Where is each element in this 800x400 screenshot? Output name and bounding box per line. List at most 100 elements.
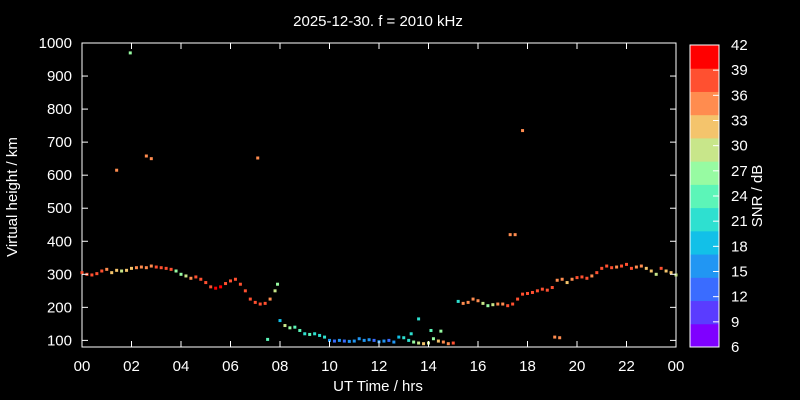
data-point xyxy=(323,335,327,339)
colorbar-tick-label: 6 xyxy=(731,339,739,356)
data-point xyxy=(110,271,114,275)
data-point xyxy=(209,285,213,289)
colorbar-tick-label: 39 xyxy=(731,62,748,79)
colorbar-cell xyxy=(690,137,719,162)
data-point xyxy=(199,277,203,281)
data-point xyxy=(417,341,421,345)
data-point xyxy=(164,266,168,270)
data-point xyxy=(367,338,371,342)
data-point xyxy=(229,279,232,283)
data-point xyxy=(154,265,158,269)
x-tick-label: 14 xyxy=(420,358,437,375)
data-point xyxy=(120,269,124,273)
data-point xyxy=(585,276,589,280)
data-point xyxy=(308,332,312,336)
colorbar: 6 9 12 15 18 21 24 27 30 33 36 39 42 SNR / dB xyxy=(689,37,766,356)
data-point xyxy=(629,266,633,270)
colorbar-cell xyxy=(690,230,719,255)
data-point xyxy=(481,301,485,305)
data-point xyxy=(293,325,297,329)
colorbar-cell xyxy=(690,114,719,139)
data-point xyxy=(644,266,648,270)
colorbar-cell xyxy=(690,91,719,116)
data-point xyxy=(214,286,218,290)
data-point xyxy=(526,291,529,295)
data-point xyxy=(238,282,242,286)
data-point xyxy=(184,274,188,278)
data-point xyxy=(516,297,520,301)
data-point xyxy=(486,304,490,308)
chart-title: 2025-12-30. f = 2010 kHz xyxy=(293,13,463,30)
data-point xyxy=(328,338,331,342)
data-point xyxy=(298,328,302,332)
data-point xyxy=(595,271,599,275)
data-point xyxy=(159,266,163,270)
data-point xyxy=(273,289,277,293)
data-point xyxy=(417,317,421,321)
colorbar-cell xyxy=(690,323,719,348)
data-point xyxy=(659,266,663,270)
data-point xyxy=(303,332,307,336)
data-point xyxy=(501,302,505,306)
data-points xyxy=(80,51,678,346)
x-tick-label: 12 xyxy=(371,358,388,375)
data-point xyxy=(130,266,133,270)
data-point xyxy=(342,339,346,343)
y-tick-label: 300 xyxy=(47,266,72,283)
data-point xyxy=(276,282,280,286)
data-point xyxy=(95,272,99,276)
data-point xyxy=(144,154,148,158)
data-point xyxy=(128,51,132,55)
data-point xyxy=(332,339,336,343)
x-tick-label: 18 xyxy=(519,358,536,375)
data-point xyxy=(446,342,450,346)
colorbar-cell xyxy=(690,300,719,325)
data-point xyxy=(669,271,673,275)
data-point xyxy=(664,269,668,273)
data-point xyxy=(451,341,455,345)
data-point xyxy=(439,329,443,333)
data-point xyxy=(431,337,435,341)
data-point xyxy=(634,265,638,269)
colorbar-tick-label: 24 xyxy=(731,188,748,205)
y-tick-label: 600 xyxy=(47,167,72,184)
colorbar-tick-label: 27 xyxy=(731,163,748,180)
data-point xyxy=(392,340,396,344)
y-tick-label: 500 xyxy=(47,200,72,217)
data-point xyxy=(233,277,237,281)
x-tick-label: 02 xyxy=(123,358,140,375)
colorbar-cell xyxy=(690,68,719,92)
data-point xyxy=(620,264,624,268)
data-point xyxy=(149,264,153,268)
data-point xyxy=(575,276,579,280)
colorbar-cell xyxy=(690,207,719,232)
data-point xyxy=(139,265,143,269)
data-point xyxy=(219,285,223,289)
data-point xyxy=(144,266,148,270)
data-point xyxy=(476,299,480,303)
data-point xyxy=(357,337,361,341)
data-point xyxy=(491,303,495,307)
x-tick-label: 10 xyxy=(321,358,338,375)
data-point xyxy=(278,319,282,323)
data-point xyxy=(610,266,614,270)
data-point xyxy=(649,269,653,273)
data-point xyxy=(283,324,287,328)
y-tick-label: 700 xyxy=(47,134,72,151)
x-tick-label: 00 xyxy=(74,358,91,375)
data-point xyxy=(654,272,658,276)
data-point xyxy=(570,277,574,281)
data-point xyxy=(100,269,104,273)
colorbar-cell xyxy=(690,254,719,278)
plot-frame xyxy=(81,42,677,348)
data-point xyxy=(511,302,515,306)
colorbar-tick-label: 36 xyxy=(731,87,748,104)
data-point xyxy=(204,281,208,285)
data-point xyxy=(318,333,322,337)
data-point xyxy=(560,277,564,281)
y-tick-label: 400 xyxy=(47,233,72,250)
data-point xyxy=(402,336,406,340)
data-point xyxy=(565,281,569,285)
data-point xyxy=(174,269,178,273)
